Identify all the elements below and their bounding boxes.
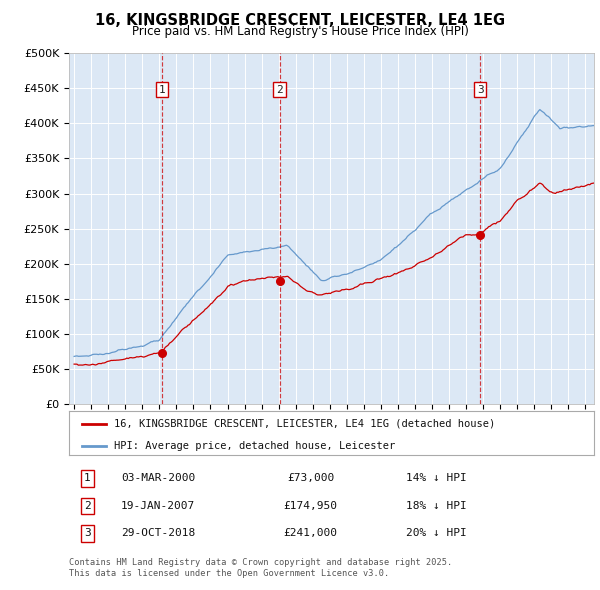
Text: 1: 1	[159, 84, 166, 94]
Text: £174,950: £174,950	[284, 501, 337, 511]
Text: £241,000: £241,000	[284, 529, 337, 538]
Text: This data is licensed under the Open Government Licence v3.0.: This data is licensed under the Open Gov…	[69, 569, 389, 578]
Text: HPI: Average price, detached house, Leicester: HPI: Average price, detached house, Leic…	[113, 441, 395, 451]
Text: £73,000: £73,000	[287, 474, 334, 483]
Text: 3: 3	[84, 529, 91, 538]
Text: 14% ↓ HPI: 14% ↓ HPI	[406, 474, 467, 483]
Text: 18% ↓ HPI: 18% ↓ HPI	[406, 501, 467, 511]
Text: 03-MAR-2000: 03-MAR-2000	[121, 474, 196, 483]
Text: 16, KINGSBRIDGE CRESCENT, LEICESTER, LE4 1EG: 16, KINGSBRIDGE CRESCENT, LEICESTER, LE4…	[95, 13, 505, 28]
Text: 1: 1	[84, 474, 91, 483]
Text: 20% ↓ HPI: 20% ↓ HPI	[406, 529, 467, 538]
Text: Contains HM Land Registry data © Crown copyright and database right 2025.: Contains HM Land Registry data © Crown c…	[69, 558, 452, 566]
Text: Price paid vs. HM Land Registry's House Price Index (HPI): Price paid vs. HM Land Registry's House …	[131, 25, 469, 38]
Text: 19-JAN-2007: 19-JAN-2007	[121, 501, 196, 511]
Text: 2: 2	[276, 84, 283, 94]
Text: 16, KINGSBRIDGE CRESCENT, LEICESTER, LE4 1EG (detached house): 16, KINGSBRIDGE CRESCENT, LEICESTER, LE4…	[113, 419, 495, 428]
Text: 3: 3	[477, 84, 484, 94]
Text: 2: 2	[84, 501, 91, 511]
Text: 29-OCT-2018: 29-OCT-2018	[121, 529, 196, 538]
